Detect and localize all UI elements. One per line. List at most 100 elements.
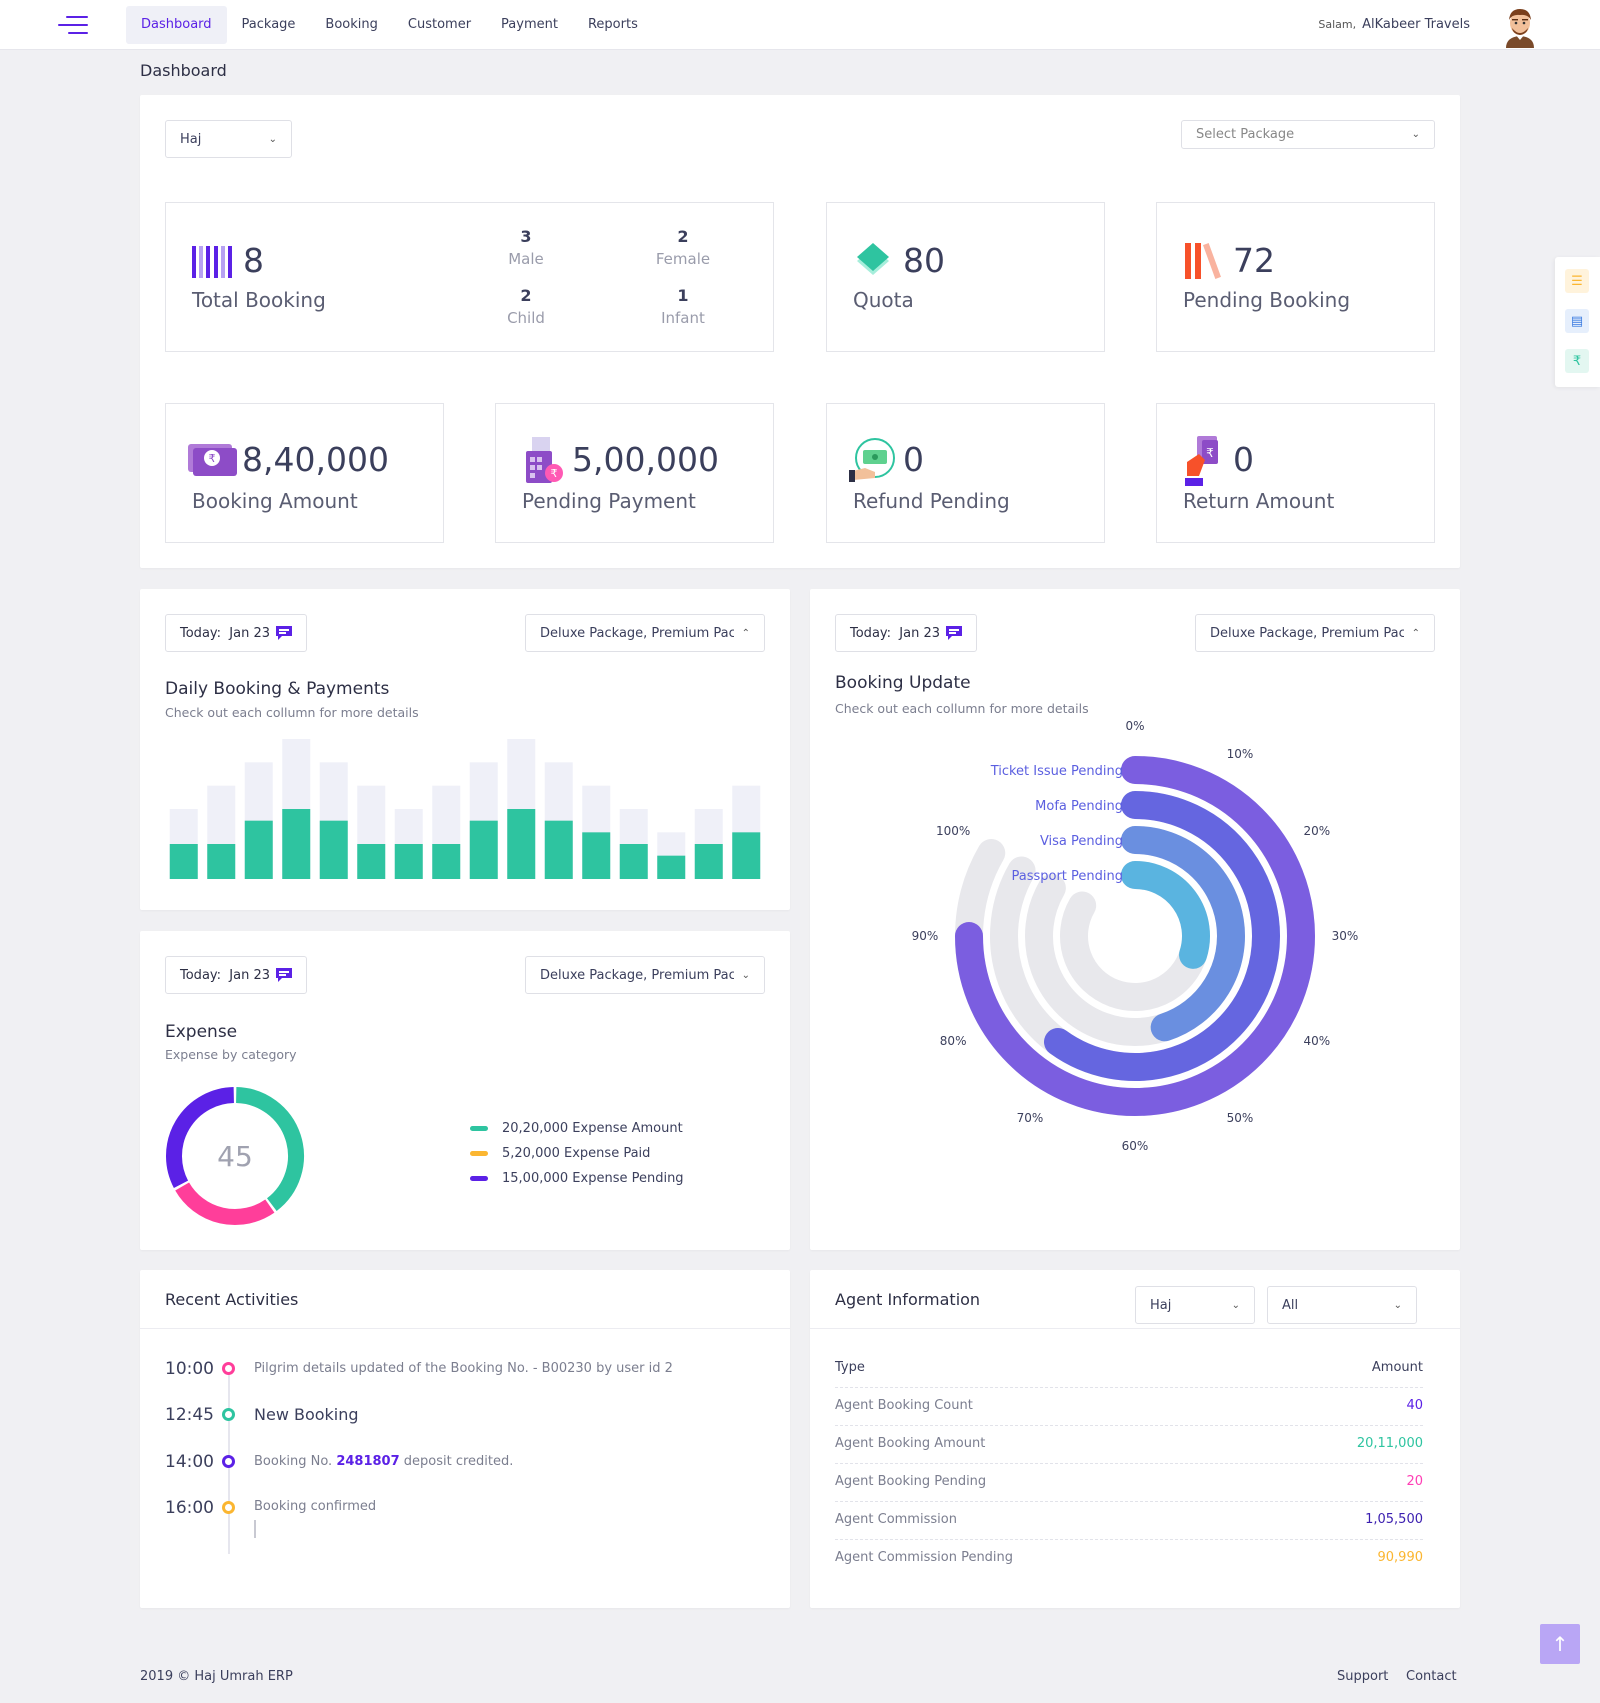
chart-subtitle: Expense by category — [165, 1047, 297, 1062]
radial-bar[interactable] — [1121, 826, 1245, 1042]
pending-booking-label: Pending Booking — [1183, 288, 1351, 312]
nav-package[interactable]: Package — [241, 17, 296, 32]
package-filter-value: Deluxe Package, Premium Pack — [540, 625, 734, 641]
footer-support-link[interactable]: Support — [1337, 1669, 1389, 1684]
package-filter-select[interactable]: Deluxe Package, Premium Pack ⌃ — [1195, 614, 1435, 652]
radial-tick-label: 20% — [1304, 824, 1331, 838]
table-row: Agent Booking Count 40 — [835, 1388, 1423, 1426]
bar[interactable] — [394, 844, 423, 879]
footer-contact-link[interactable]: Contact — [1406, 1669, 1457, 1684]
nav-booking[interactable]: Booking — [325, 17, 378, 32]
barcode-icon — [192, 246, 232, 278]
nav-reports[interactable]: Reports — [587, 17, 638, 32]
donut-slice[interactable] — [175, 1182, 275, 1225]
radial-tick-label: 60% — [1122, 1139, 1149, 1153]
legend-item: 5,20,000 Expense Paid — [470, 1146, 650, 1161]
bar[interactable] — [544, 820, 573, 879]
page-title: Dashboard — [140, 61, 227, 80]
male-count: 3 Male — [508, 227, 544, 268]
donut-slice[interactable] — [166, 1087, 235, 1189]
bar[interactable] — [694, 844, 723, 879]
calendar-flag-icon — [946, 626, 963, 640]
row-amount: 90,990 — [1377, 1550, 1424, 1565]
bar[interactable] — [619, 844, 648, 879]
table-row: Agent Commission Pending 90,990 — [835, 1540, 1423, 1578]
nav-dashboard[interactable]: Dashboard — [126, 6, 227, 44]
daily-booking-card: Today: Jan 23 Deluxe Package, Premium Pa… — [140, 589, 790, 910]
bar[interactable] — [732, 832, 761, 879]
package-select[interactable]: Select Package ⌄ — [1181, 120, 1435, 149]
timeline-dot — [222, 1455, 235, 1468]
svg-text:₹: ₹ — [1206, 446, 1214, 460]
date-picker-button[interactable]: Today: Jan 23 — [835, 614, 978, 652]
bar[interactable] — [282, 809, 311, 879]
bar[interactable] — [319, 820, 348, 879]
booking-update-radial-chart: Ticket Issue Pending Mofa Pending Visa Pen… — [912, 719, 1359, 1153]
timeline-dot — [222, 1362, 235, 1375]
date-value: Jan 23 — [229, 967, 271, 983]
agent-trip-select[interactable]: Haj ⌄ — [1135, 1286, 1255, 1324]
pending-booking-card: 72 Pending Booking — [1156, 202, 1435, 352]
package-filter-select[interactable]: Deluxe Package, Premium Pack ⌃ — [525, 614, 765, 652]
booking-amount-label: Booking Amount — [192, 489, 358, 513]
agent-filter-select[interactable]: All ⌄ — [1267, 1286, 1417, 1324]
column-header-type: Type — [835, 1360, 865, 1375]
today-label: Today: — [180, 967, 222, 983]
radial-series-label: Passport Pending — [1011, 869, 1123, 884]
bar[interactable] — [507, 809, 536, 879]
agent-trip-value: Haj — [1150, 1297, 1172, 1313]
bar[interactable] — [582, 832, 611, 879]
nav-payment[interactable]: Payment — [501, 17, 558, 32]
trip-type-select[interactable]: Haj ⌄ — [165, 120, 292, 158]
activity-text: Booking No. 2481807 deposit credited. — [254, 1454, 514, 1469]
bar[interactable] — [244, 820, 273, 879]
svg-text:₹: ₹ — [209, 452, 216, 465]
radial-tick-label: 30% — [1332, 929, 1359, 943]
bar[interactable] — [657, 855, 686, 879]
activity-text: New Booking — [254, 1405, 359, 1424]
rupee-icon[interactable]: ₹ — [1565, 349, 1589, 373]
radial-bar[interactable] — [1121, 861, 1210, 969]
radial-tick-label: 100% — [936, 824, 970, 838]
date-picker-button[interactable]: Today: Jan 23 — [165, 614, 308, 652]
chart-title: Expense — [165, 1022, 238, 1042]
bar[interactable] — [207, 844, 236, 879]
bar[interactable] — [469, 820, 498, 879]
booking-update-card: Today: Jan 23 Deluxe Package, Premium Pa… — [810, 589, 1460, 1250]
radial-tick-label: 40% — [1304, 1034, 1331, 1048]
row-amount: 20 — [1406, 1474, 1423, 1489]
receipt-calculator-icon: ₹ — [526, 437, 563, 483]
refund-pending-value: 0 — [903, 440, 924, 479]
date-picker-button[interactable]: Today: Jan 23 — [165, 956, 308, 994]
bar[interactable] — [432, 844, 461, 879]
clipboard-icon[interactable]: ▤ — [1565, 309, 1589, 333]
return-amount-card: ₹ 0 Return Amount — [1156, 403, 1435, 543]
row-type: Agent Booking Amount — [835, 1436, 986, 1451]
radial-bar[interactable] — [1044, 791, 1280, 1081]
list-icon[interactable]: ☰ — [1565, 269, 1589, 293]
chevron-down-icon: ⌄ — [1231, 1299, 1240, 1311]
legend-item: 20,20,000 Expense Amount — [470, 1121, 683, 1136]
radial-bar[interactable] — [955, 756, 1315, 1116]
row-amount: 20,11,000 — [1356, 1436, 1423, 1451]
package-filter-select[interactable]: Deluxe Package, Premium Pack ⌄ — [525, 956, 765, 994]
right-quick-dock: ☰ ▤ ₹ — [1555, 257, 1600, 387]
donut-slice[interactable] — [235, 1087, 304, 1211]
bar[interactable] — [357, 844, 386, 879]
chevron-down-icon: ⌄ — [268, 133, 277, 145]
user-greeting[interactable]: Salam, AlKabeer Travels — [1318, 17, 1470, 32]
booking-number-link[interactable]: 2481807 — [336, 1454, 400, 1469]
nav-customer[interactable]: Customer — [407, 17, 472, 32]
return-money-icon: ₹ — [1185, 436, 1218, 486]
menu-toggle-icon[interactable] — [58, 14, 88, 36]
booking-amount-card: ₹ 8,40,000 Booking Amount — [165, 403, 444, 543]
legend-item: 15,00,000 Expense Pending — [470, 1171, 684, 1186]
user-avatar[interactable] — [1500, 4, 1540, 48]
bar[interactable] — [169, 844, 198, 879]
calendar-flag-icon — [276, 626, 293, 640]
chart-title: Daily Booking & Payments — [165, 679, 390, 699]
expense-card: Today: Jan 23 Deluxe Package, Premium Pa… — [140, 931, 790, 1250]
quota-card: 80 Quota — [826, 202, 1105, 352]
scroll-to-top-button[interactable]: ↑ — [1540, 1624, 1580, 1664]
pending-booking-value: 72 — [1233, 241, 1275, 280]
